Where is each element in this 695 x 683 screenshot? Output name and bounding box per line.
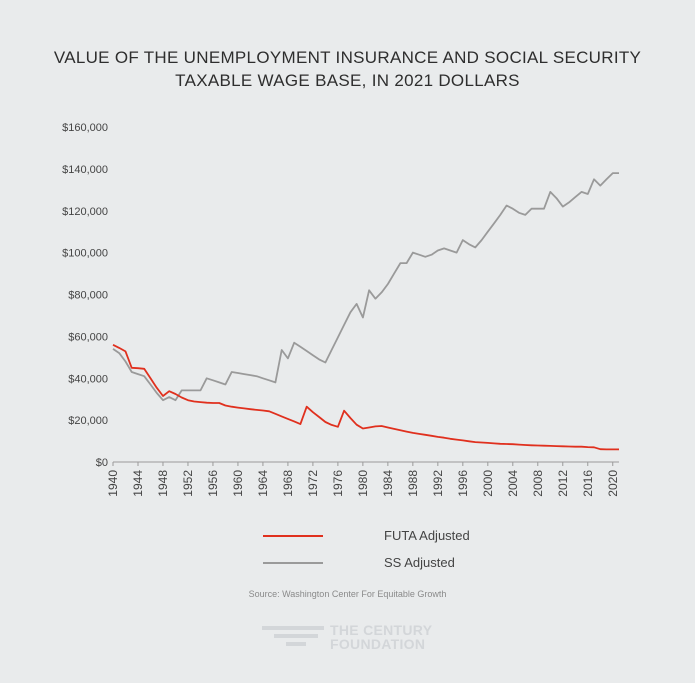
x-tick-label: 1940 [106, 470, 120, 497]
legend-label-ss-adjusted: SS Adjusted [384, 555, 455, 570]
chart-title-line-2: TAXABLE WAGE BASE, IN 2021 DOLLARS [175, 71, 520, 90]
x-tick-label: 2020 [606, 470, 620, 497]
x-tick-label: 1988 [406, 470, 420, 497]
logo-text-line-1: THE CENTURY [330, 622, 433, 638]
y-tick-label: $120,000 [62, 206, 108, 218]
y-tick-label: $40,000 [68, 373, 108, 385]
x-tick-label: 2004 [506, 470, 520, 497]
x-tick-label: 1976 [331, 470, 345, 497]
x-tick-label: 1996 [456, 470, 470, 497]
y-tick-label: $60,000 [68, 331, 108, 343]
x-tick-label: 2012 [556, 470, 570, 497]
legend: FUTA Adjusted SS Adjusted [263, 528, 470, 570]
y-tick-label: $100,000 [62, 248, 108, 260]
x-tick-label: 2000 [481, 470, 495, 497]
chart-title: VALUE OF THE UNEMPLOYMENT INSURANCE AND … [0, 46, 695, 92]
century-foundation-logo-icon [262, 626, 324, 646]
logo: THE CENTURY FOUNDATION [262, 622, 432, 652]
logo-text-line-2: FOUNDATION [330, 636, 426, 652]
y-tick-label: $80,000 [68, 290, 108, 302]
y-tick-label: $160,000 [62, 122, 108, 134]
y-axis: $0 $20,000 $40,000 $60,000 $80,000 $100,000 $1… [62, 122, 108, 469]
x-axis: 1940 1944 1948 1952 1956 1960 1964 1968 1972 1976… [106, 462, 620, 497]
x-tick-label: 1952 [181, 470, 195, 497]
x-tick-label: 1960 [231, 470, 245, 497]
x-tick-label: 1984 [381, 470, 395, 497]
x-tick-label: 1968 [281, 470, 295, 497]
chart-title-line-1: VALUE OF THE UNEMPLOYMENT INSURANCE AND … [53, 48, 642, 67]
x-tick-label: 1944 [131, 470, 145, 497]
source-note: Source: Washington Center For Equitable … [248, 589, 447, 599]
x-tick-label: 1948 [156, 470, 170, 497]
y-tick-label: $0 [96, 457, 108, 469]
x-tick-label: 1964 [256, 470, 270, 497]
y-tick-label: $140,000 [62, 164, 108, 176]
legend-label-futa-adjusted: FUTA Adjusted [384, 528, 470, 543]
series-lines [112, 172, 619, 451]
series-line-ss-adjusted [112, 172, 619, 402]
x-tick-label: 2016 [581, 470, 595, 497]
y-tick-label: $20,000 [68, 415, 108, 427]
x-tick-label: 1956 [206, 470, 220, 497]
x-tick-label: 1992 [431, 470, 445, 497]
x-tick-label: 2008 [531, 470, 545, 497]
x-tick-label: 1972 [306, 470, 320, 497]
x-tick-label: 1980 [356, 470, 370, 497]
series-line-futa-adjusted [112, 343, 619, 451]
